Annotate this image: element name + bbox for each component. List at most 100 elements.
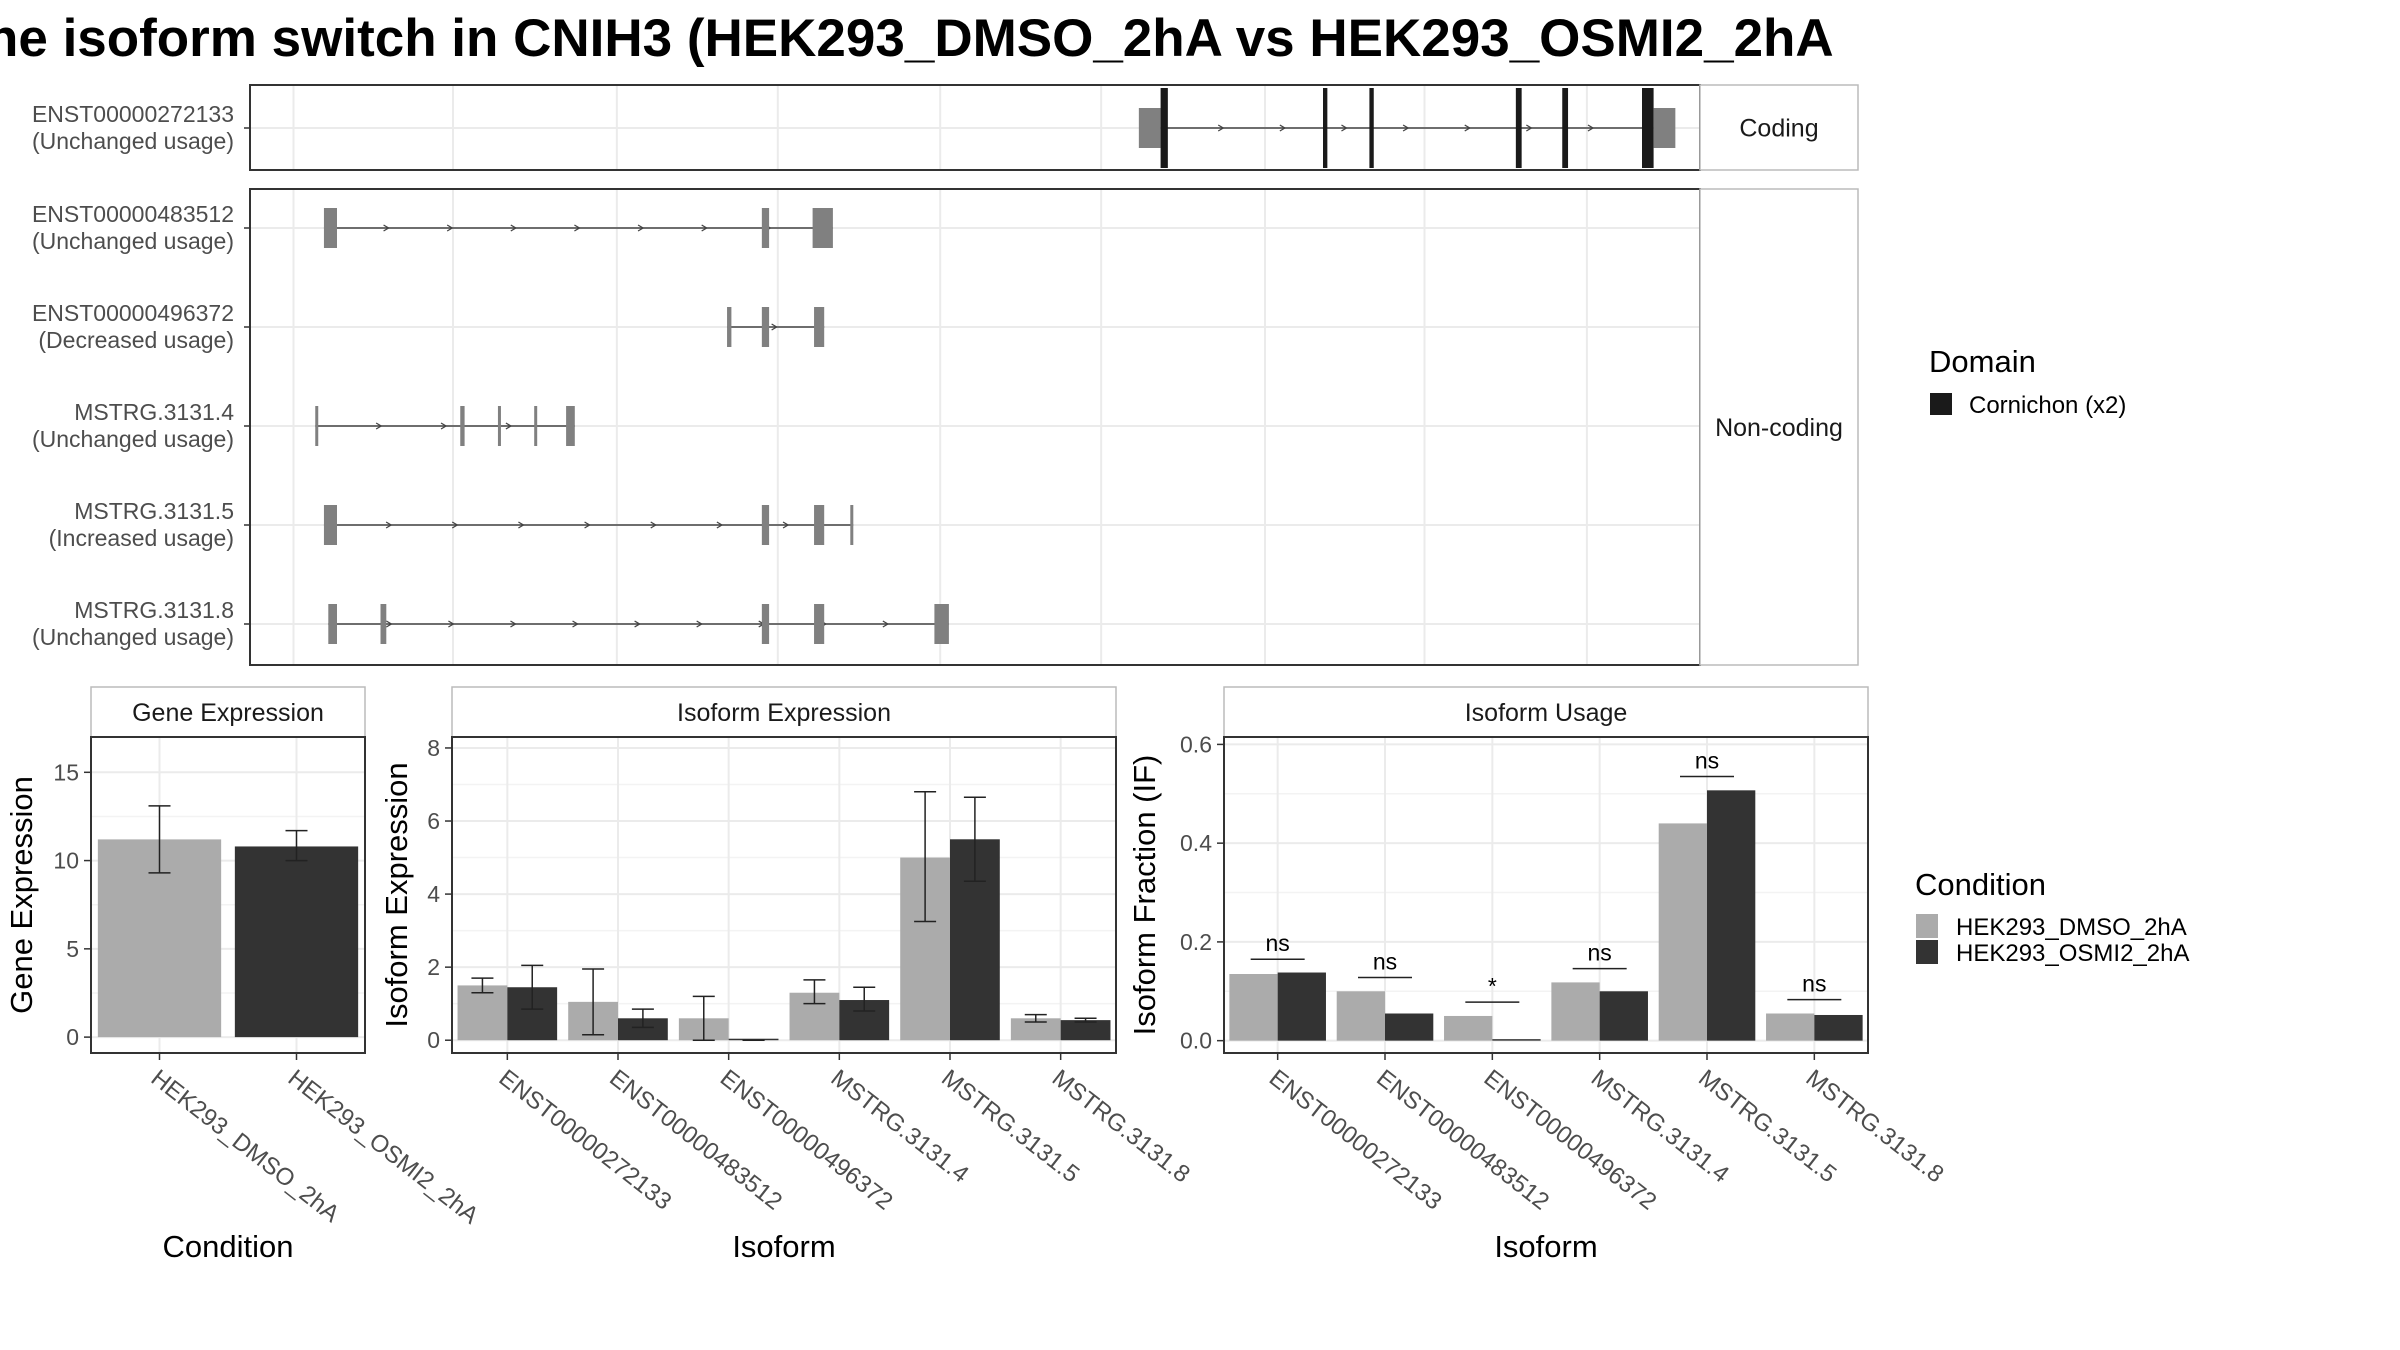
y-tick-label: 0: [427, 1027, 440, 1053]
y-tick-label: 10: [53, 848, 79, 874]
panel-strip: [1223, 686, 1869, 738]
significance-label: *: [1488, 973, 1497, 999]
domain-legend-key: [1930, 393, 1952, 415]
strand-arrow: [637, 224, 645, 232]
exon: [761, 307, 770, 347]
facet-strip-label: Non-coding: [1715, 414, 1843, 442]
exon: [323, 505, 337, 545]
exon: [934, 604, 949, 644]
bar: [457, 985, 508, 1041]
strand-arrow: [650, 521, 657, 529]
domain-exon: [1562, 88, 1569, 168]
exon: [761, 208, 770, 248]
y-tick-label: 6: [427, 808, 440, 834]
strand-arrow: [771, 323, 778, 331]
bar: [618, 1018, 668, 1041]
domain-exon: [1642, 88, 1654, 168]
strand-arrow: [584, 521, 591, 529]
transcript-usage-label: (Unchanged usage): [32, 128, 234, 154]
y-tick-label: 5: [66, 936, 79, 962]
strand-arrow: [716, 521, 724, 529]
bar: [1277, 972, 1326, 1041]
plot-title: ne isoform switch in CNIH3 (HEK293_DMSO_…: [0, 9, 1834, 68]
panel-title: Isoform Expression: [677, 699, 891, 727]
exon: [328, 604, 337, 644]
strand-arrow: [701, 224, 708, 232]
x-tick-label: ENST00000483512: [1371, 1064, 1554, 1215]
domain-legend-title: Domain: [1929, 344, 2036, 379]
strand-arrow: [451, 521, 459, 529]
x-tick-label: ENST00000272133: [1264, 1064, 1447, 1215]
bar: [1010, 1018, 1061, 1041]
strand-arrow: [375, 422, 383, 430]
strand-arrow: [518, 521, 525, 529]
exon: [727, 307, 732, 347]
exon: [380, 604, 387, 644]
strand-arrow: [446, 224, 454, 232]
facet-strip: [1699, 84, 1859, 171]
exon: [814, 604, 825, 644]
y-tick-label: 0.2: [1180, 929, 1212, 955]
bar: [1814, 1014, 1863, 1041]
bar: [1658, 823, 1707, 1041]
strand-arrow: [1217, 124, 1225, 132]
strand-arrow: [634, 620, 641, 628]
bar: [1766, 1013, 1815, 1041]
exon: [814, 505, 825, 545]
transcript-usage-label: (Unchanged usage): [32, 426, 234, 452]
facet-strip: [1699, 188, 1859, 666]
strand-arrow: [1526, 124, 1533, 132]
domain-exon: [1515, 88, 1522, 168]
y-tick-label: 0.6: [1180, 731, 1212, 757]
bar: [1060, 1020, 1111, 1041]
bar: [1599, 991, 1648, 1041]
significance-label: ns: [1802, 971, 1826, 997]
strand-arrow: [574, 224, 581, 232]
exon: [497, 406, 501, 446]
strand-arrow: [1279, 124, 1287, 132]
bar: [1385, 1013, 1434, 1041]
exon: [761, 604, 770, 644]
y-axis-title: Isoform Expression: [379, 762, 414, 1027]
plot-border: [1223, 736, 1869, 1054]
bar: [1336, 991, 1385, 1041]
condition-legend-label-dmso: HEK293_DMSO_2hA: [1956, 914, 2187, 941]
y-tick-label: 0.4: [1180, 830, 1212, 856]
condition-legend-key-dmso: [1916, 914, 1938, 938]
strand-arrow: [510, 224, 518, 232]
significance-label: ns: [1588, 940, 1612, 966]
transcript-id-label: MSTRG.3131.8: [74, 597, 234, 623]
x-axis-title: Condition: [163, 1229, 294, 1264]
exon: [761, 505, 770, 545]
plot-background: [1224, 737, 1868, 1053]
y-tick-label: 2: [427, 954, 440, 980]
strand-arrow: [572, 620, 579, 628]
x-axis-title: Isoform: [732, 1229, 835, 1264]
exon: [534, 406, 538, 446]
strand-arrow: [448, 620, 455, 628]
y-axis-title: Isoform Fraction (IF): [1127, 755, 1162, 1036]
y-tick-label: 4: [427, 881, 440, 907]
domain-exon: [1369, 88, 1374, 168]
exon: [323, 208, 337, 248]
bar: [1444, 1015, 1493, 1041]
strand-arrow: [385, 521, 393, 529]
exon: [812, 208, 833, 248]
isoform-expression-panel: Isoform Expression02468ENST00000272133EN…: [379, 686, 1195, 1264]
bar: [234, 846, 359, 1038]
domain-legend: Domain Cornichon (x2): [1929, 344, 2126, 419]
strand-arrow: [510, 620, 517, 628]
significance-label: ns: [1695, 748, 1719, 774]
exon: [1653, 108, 1676, 148]
strand-arrow: [696, 620, 703, 628]
transcript-id-label: MSTRG.3131.4: [74, 399, 234, 425]
bar: [1229, 974, 1278, 1041]
transcript-id-label: ENST00000483512: [32, 201, 234, 227]
transcript-id-label: ENST00000272133: [32, 101, 234, 127]
exon: [315, 406, 319, 446]
condition-legend: Condition HEK293_DMSO_2hA HEK293_OSMI2_2…: [1915, 867, 2189, 967]
x-tick-label: ENST00000496372: [1479, 1064, 1662, 1215]
condition-legend-title: Condition: [1915, 867, 2046, 902]
bar: [1551, 982, 1600, 1041]
